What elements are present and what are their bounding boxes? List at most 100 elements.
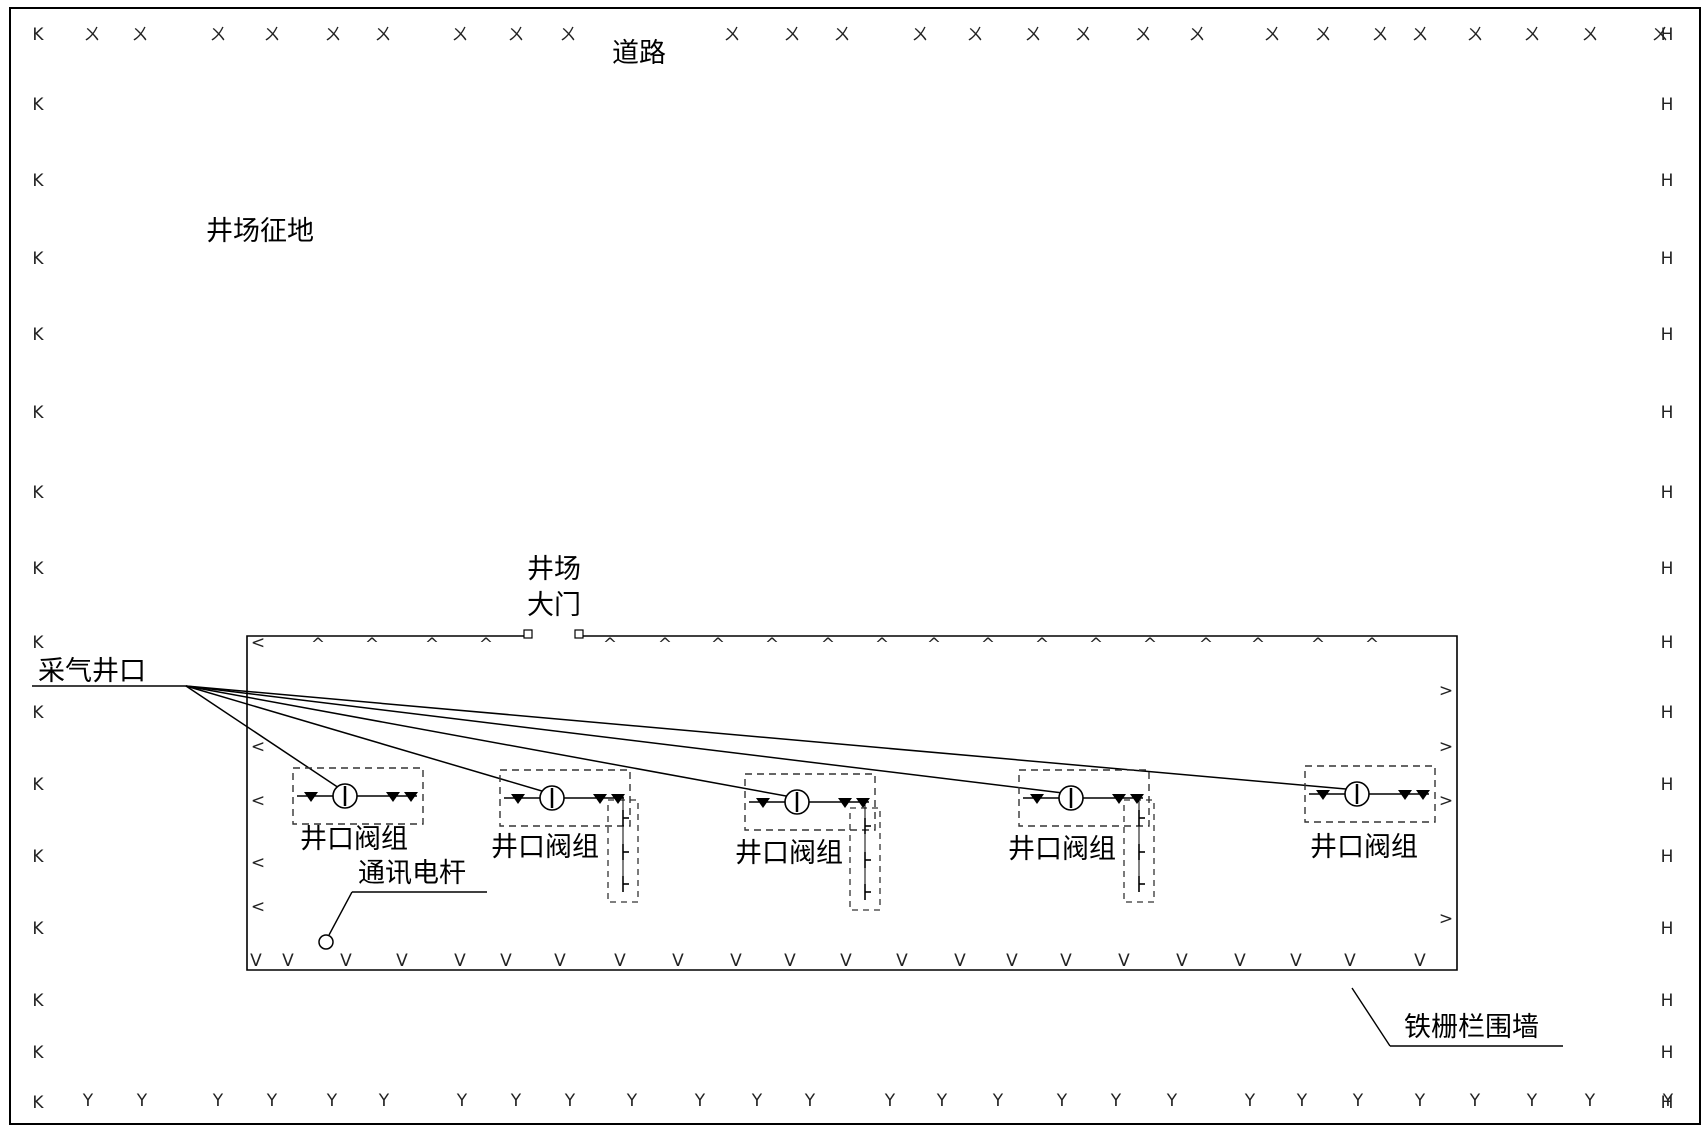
- road-mark-left: K: [32, 95, 44, 115]
- fence-mark-bottom: V: [454, 951, 466, 971]
- road-mark-right: H: [1661, 559, 1674, 579]
- gas-wellhead-label: 采气井口: [38, 656, 146, 687]
- road-mark-left: K: [32, 559, 44, 579]
- gate-post-left: [523, 629, 533, 639]
- fence-mark-top: ^: [1199, 635, 1213, 655]
- iron-fence-label: 铁栅栏围墙: [1404, 1012, 1539, 1043]
- road-mark-top: ㄨ: [912, 25, 929, 45]
- road-mark-top: ㄨ: [1582, 25, 1599, 45]
- road-mark-right: H: [1661, 1093, 1674, 1113]
- road-mark-bottom: Y: [266, 1091, 278, 1111]
- fence-mark-top: ^: [1251, 635, 1265, 655]
- fence-mark-bottom: V: [1176, 951, 1188, 971]
- fence-mark-bottom: V: [784, 951, 796, 971]
- wellhead-leader-line: [185, 685, 1358, 791]
- road-mark-bottom: Y: [694, 1091, 706, 1111]
- gate-label-line1: 井场: [527, 554, 581, 585]
- valve-mark: [856, 798, 870, 808]
- road-mark-left: K: [32, 171, 44, 191]
- road-mark-right: H: [1661, 775, 1674, 795]
- road-mark-right: H: [1661, 991, 1674, 1011]
- valve-mark: [756, 798, 770, 808]
- road-mark-top: ㄨ: [264, 25, 281, 45]
- road-mark-right: H: [1661, 25, 1674, 45]
- road-mark-left: K: [32, 1043, 44, 1063]
- road-marks: ㄨ ㄨ ㄨ ㄨ ㄨ ㄨ ㄨ ㄨ ㄨ ㄨ ㄨ ㄨ ㄨ ㄨ ㄨ ㄨ ㄨ ㄨ ㄨ ㄨ ㄨ ㄨ ㄨ ㄨ ㄨ ㄨ Y Y Y Y Y Y Y Y Y Y Y Y Y Y…: [32, 25, 1673, 1113]
- valve-group-dashed-box: [292, 767, 424, 825]
- road-mark-right: H: [1661, 919, 1674, 939]
- road-mark-left: K: [32, 991, 44, 1011]
- fence-mark-bottom: V: [554, 951, 566, 971]
- fence-marks: ^ ^ ^ ^ ^ ^ ^ ^ ^ ^ ^ ^ ^ ^ ^ ^ ^ ^ ^V V V V V V V V V V V V V V V V V V V V V…: [250, 633, 1453, 971]
- road-mark-bottom: Y: [1584, 1091, 1596, 1111]
- road-mark-left: K: [32, 919, 44, 939]
- valve-group-label: 井口阀组: [1008, 834, 1116, 865]
- road-mark-right: H: [1661, 703, 1674, 723]
- road-mark-bottom: Y: [1296, 1091, 1308, 1111]
- road-mark-bottom: Y: [626, 1091, 638, 1111]
- fence-mark-top: ^: [658, 635, 672, 655]
- comm-pole-label: 通讯电杆: [358, 858, 466, 889]
- road-mark-top: ㄨ: [1652, 25, 1669, 45]
- road-mark-left: K: [32, 1093, 44, 1113]
- fence-mark-bottom: V: [1414, 951, 1426, 971]
- valve-mark: [304, 792, 318, 802]
- fence-mark-bottom: V: [896, 951, 908, 971]
- road-mark-top: ㄨ: [1372, 25, 1389, 45]
- fence-mark-top: ^: [765, 635, 779, 655]
- road-mark-left: K: [32, 249, 44, 269]
- valve-mark: [511, 794, 525, 804]
- road-mark-top: ㄨ: [1189, 25, 1206, 45]
- fence-mark-left: <: [251, 633, 265, 653]
- road-mark-top: ㄨ: [1075, 25, 1092, 45]
- road-mark-top: ㄨ: [834, 25, 851, 45]
- fence-mark-left: <: [251, 791, 265, 811]
- road-mark-top: ㄨ: [1135, 25, 1152, 45]
- valve-group: 井口阀组: [1008, 769, 1155, 903]
- road-mark-bottom: Y: [804, 1091, 816, 1111]
- road-mark-bottom: Y: [1244, 1091, 1256, 1111]
- valve-mark: [1130, 794, 1144, 804]
- gate-label-line2: 大门: [527, 590, 581, 621]
- road-mark-bottom: Y: [1662, 1091, 1674, 1111]
- road-mark-bottom: Y: [1469, 1091, 1481, 1111]
- fence-mark-top: ^: [875, 635, 889, 655]
- valve-groups: 井口阀组 井口阀组 井口阀组 井口阀组 井口阀组: [292, 765, 1436, 911]
- road-mark-bottom: Y: [1110, 1091, 1122, 1111]
- valve-mark: [1416, 790, 1430, 800]
- fence-mark-bottom: V: [730, 951, 742, 971]
- fence-mark-top: ^: [603, 635, 617, 655]
- road-label: 道路: [612, 38, 666, 69]
- fence-mark-bottom: V: [1118, 951, 1130, 971]
- fence-mark-bottom: V: [1344, 951, 1356, 971]
- fence-mark-bottom: V: [1006, 951, 1018, 971]
- fence-mark-bottom: V: [1060, 951, 1072, 971]
- road-mark-left: K: [32, 325, 44, 345]
- fence-mark-top: ^: [1089, 635, 1103, 655]
- road-mark-left: K: [32, 775, 44, 795]
- fence-mark-bottom: V: [1234, 951, 1246, 971]
- valve-group-label: 井口阀组: [735, 838, 843, 869]
- road-mark-bottom: Y: [1166, 1091, 1178, 1111]
- road-mark-top: ㄨ: [210, 25, 227, 45]
- valve-group: 井口阀组: [1304, 765, 1436, 863]
- fence-mark-bottom: V: [340, 951, 352, 971]
- road-mark-top: ㄨ: [84, 25, 101, 45]
- valve-group-label: 井口阀组: [300, 824, 408, 855]
- road-mark-bottom: Y: [378, 1091, 390, 1111]
- land-boundary: [9, 7, 1701, 1125]
- valve-group-label: 井口阀组: [1310, 832, 1418, 863]
- road-mark-bottom: Y: [1056, 1091, 1068, 1111]
- fence-mark-top: ^: [311, 635, 325, 655]
- wellhead-leader-line: [185, 685, 553, 795]
- fence-mark-top: ^: [1311, 635, 1325, 655]
- road-mark-top: ㄨ: [784, 25, 801, 45]
- road-mark-right: H: [1661, 249, 1674, 269]
- valve-group: 井口阀组: [292, 767, 424, 855]
- road-mark-bottom: Y: [510, 1091, 522, 1111]
- fence-mark-bottom: V: [282, 951, 294, 971]
- fence-mark-top: ^: [1035, 635, 1049, 655]
- valve-group: 井口阀组: [735, 773, 881, 911]
